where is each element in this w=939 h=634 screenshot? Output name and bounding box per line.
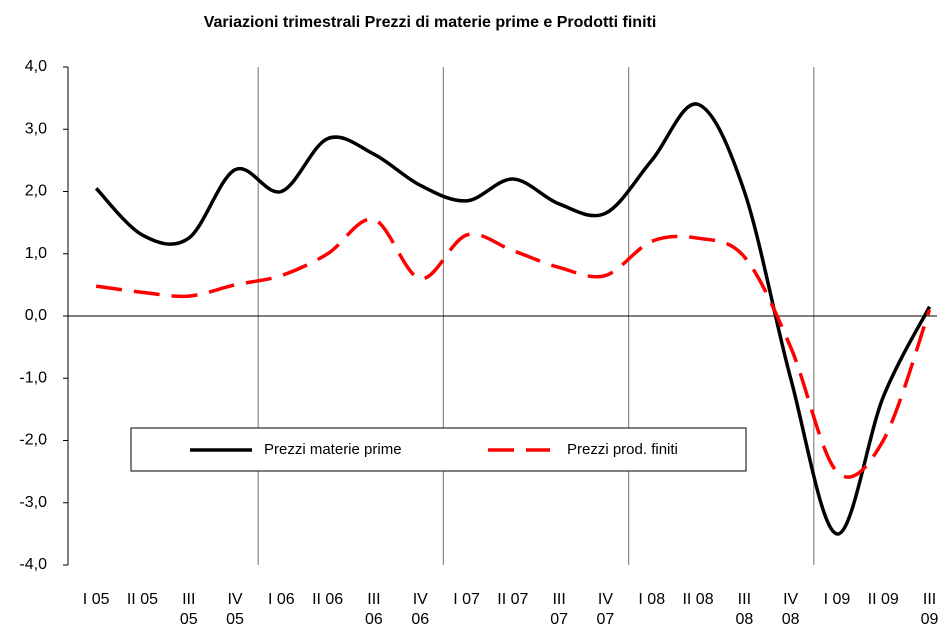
x-tick-label: I 06 — [268, 591, 295, 608]
y-tick-label: -2,0 — [19, 432, 47, 449]
x-tick-label: III 07 — [550, 591, 569, 628]
x-tick-label: II 07 — [497, 591, 529, 608]
chart-title: Variazioni trimestrali Prezzi di materie… — [204, 14, 657, 31]
x-tick-label: II 06 — [312, 591, 344, 608]
y-tick-label: 1,0 — [25, 245, 47, 262]
legend-label: Prezzi prod. finiti — [567, 441, 678, 458]
x-tick-label: IV 08 — [781, 591, 800, 628]
x-tick-label: IV 05 — [226, 591, 244, 628]
x-tick-label: III 06 — [365, 591, 383, 628]
series-line — [95, 217, 932, 479]
y-tick-label: -1,0 — [19, 369, 47, 386]
y-tick-label: 0,0 — [25, 307, 47, 324]
x-tick-label: II 09 — [867, 591, 899, 608]
y-tick-label: -4,0 — [19, 556, 47, 573]
x-tick-label: I 07 — [453, 591, 480, 608]
legend-label: Prezzi materie prime — [264, 441, 402, 458]
x-tick-label: I 08 — [638, 591, 666, 608]
y-tick-label: 4,0 — [25, 58, 47, 75]
x-tick-label: II 05 — [126, 591, 158, 608]
y-tick-label: 3,0 — [25, 120, 47, 137]
x-tick-label: III 05 — [179, 591, 198, 628]
x-tick-label: I 05 — [82, 591, 110, 608]
x-tick-label: IV 07 — [596, 591, 615, 628]
y-tick-label: -3,0 — [19, 494, 47, 511]
series-line — [94, 102, 932, 536]
x-tick-label: I 09 — [823, 591, 851, 608]
x-tick-label: III 08 — [735, 591, 754, 628]
x-tick-label: II 08 — [682, 591, 714, 608]
y-tick-label: 2,0 — [25, 183, 47, 200]
x-tick-label: IV 06 — [411, 591, 430, 628]
x-tick-label: III 09 — [920, 591, 939, 628]
